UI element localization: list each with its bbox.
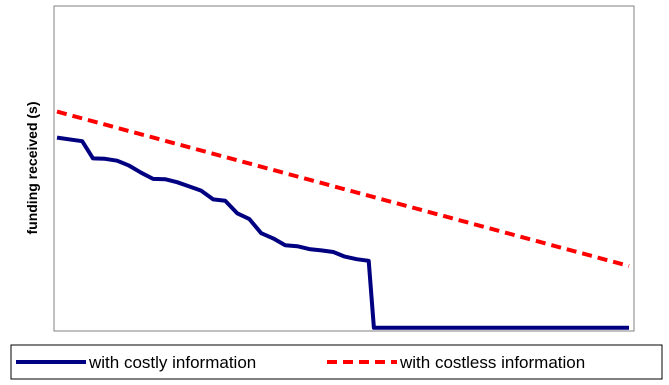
series-layer (56, 109, 630, 330)
series-line-1 (56, 109, 630, 268)
y-axis-label: funding received (s) (24, 101, 40, 234)
legend-label-costly: with costly information (88, 353, 256, 372)
series-line-0 (56, 135, 629, 330)
plot-area (53, 5, 635, 332)
legend-label-costless: with costless information (399, 353, 585, 372)
